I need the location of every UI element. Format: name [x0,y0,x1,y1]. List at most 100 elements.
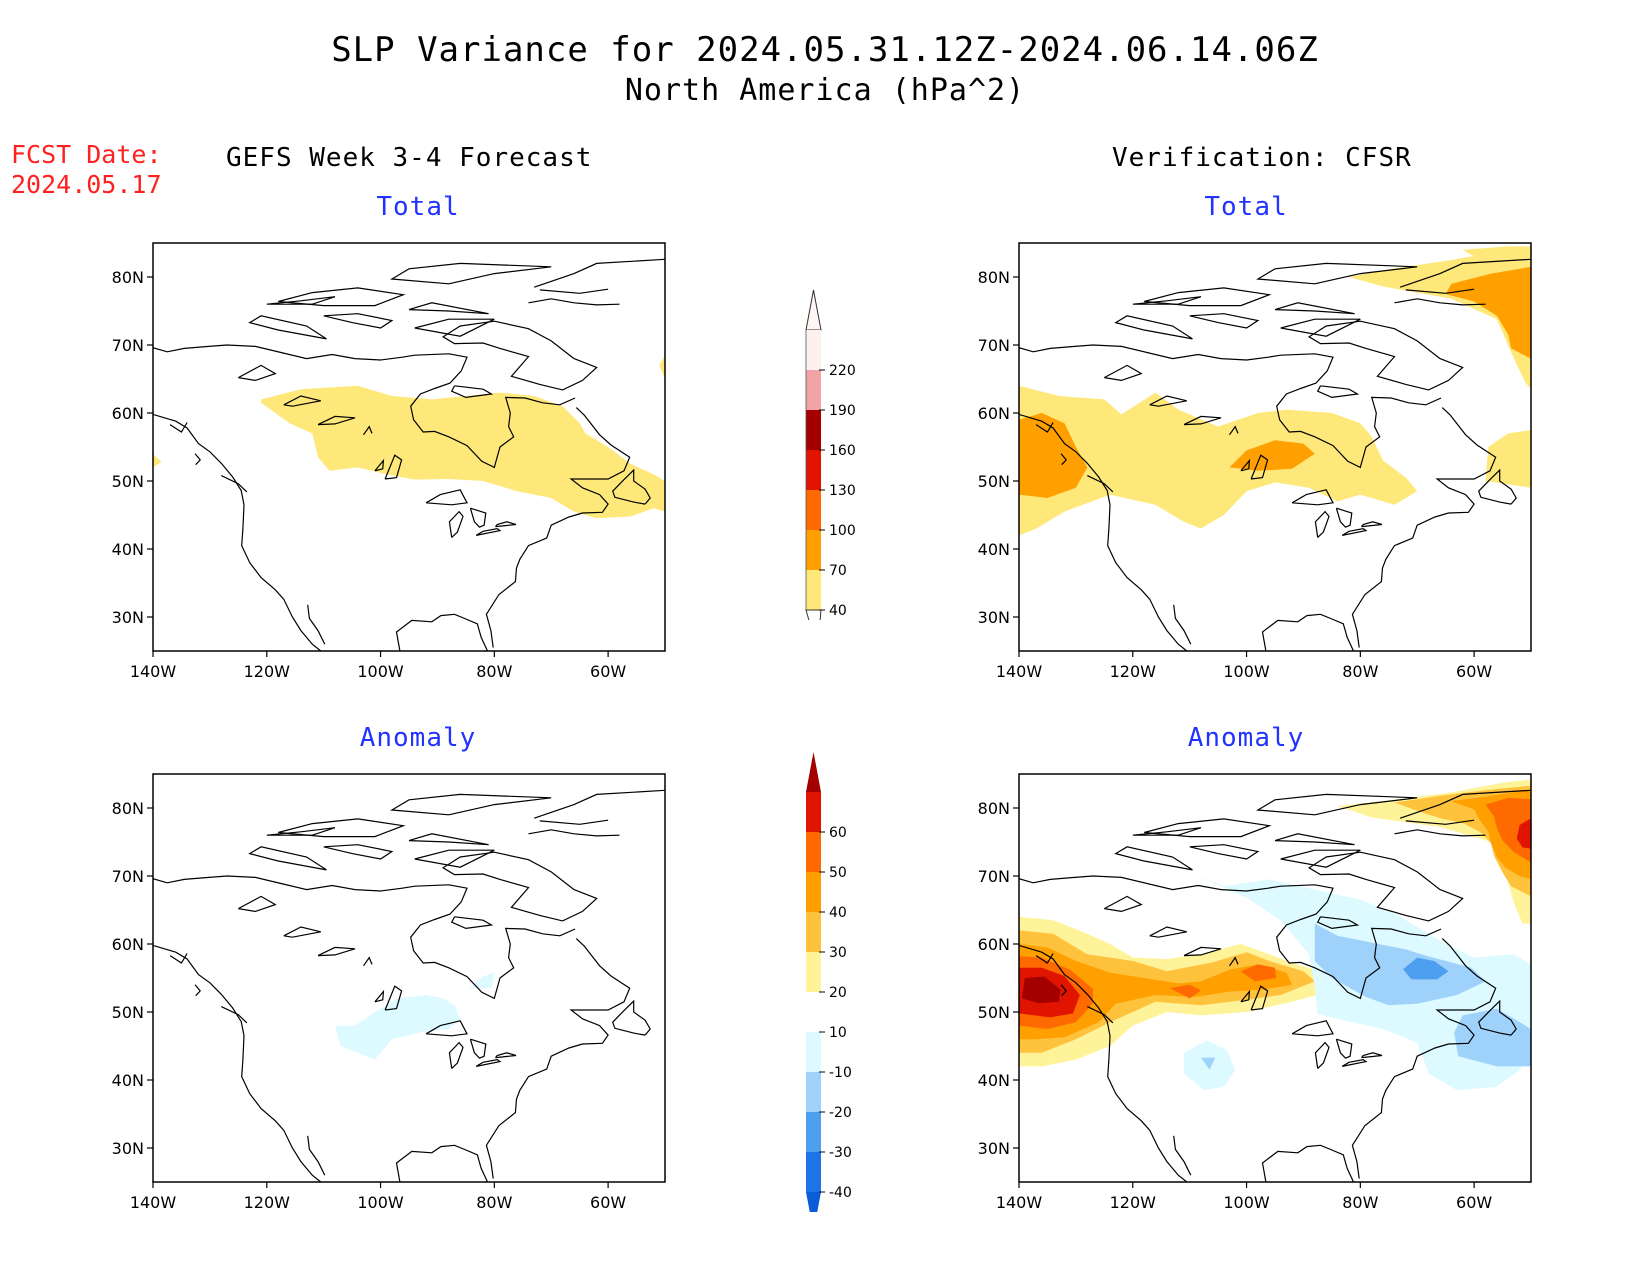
lake-outline [1341,1058,1368,1067]
variance-region [1485,797,1531,863]
coastline [1400,789,1531,819]
coastline [1405,819,1475,825]
coastline [612,468,651,505]
lat-tick-label: 80N [978,268,1010,287]
colorbar-segment [806,570,821,610]
coastline [323,313,394,329]
coastline [408,833,489,846]
lat-tick-label: 50N [112,472,144,491]
lat-tick-label: 70N [112,867,144,886]
variance-region [1454,1008,1531,1067]
lat-tick-label: 40N [112,540,144,559]
colorbar-segment [806,1112,821,1152]
lake-outline [1240,989,1251,1003]
lat-tick-label: 70N [978,336,1010,355]
colorbar-top-triangle [805,289,822,331]
lake-outline [1250,454,1269,480]
lon-tick-label: 140W [996,662,1043,681]
lake-outline [1229,956,1239,967]
lat-tick-label: 40N [978,1071,1010,1090]
colorbar-segment [806,912,821,952]
coastline [1405,288,1475,294]
lake-outline [363,425,373,436]
colorbar-segment [806,530,821,570]
coastline [1132,827,1202,836]
lat-tick-label: 70N [112,336,144,355]
lake-outline [425,1020,468,1037]
coastline [1035,953,1054,964]
lon-tick-label: 120W [244,662,291,681]
coastline [485,407,631,648]
column-title-verification: Verification: CFSR [1112,143,1412,173]
plot-frame [1018,242,1532,652]
lake-outline [317,415,356,426]
lake-outline [1104,364,1143,382]
lake-outline [1250,985,1269,1011]
lake-outline [1229,425,1239,436]
coastline [1261,1144,1355,1182]
coastline [1274,833,1355,846]
colorbar-level-label: 40 [829,905,847,921]
lake-outline [475,527,502,536]
lat-tick-label: 30N [978,608,1010,627]
coastline [221,475,248,493]
lake-outline [475,1058,502,1067]
variance-region [1314,923,1486,1006]
variance-region [1019,413,1088,498]
lat-tick-label: 80N [112,799,144,818]
colorbar-segment [806,872,821,912]
coastline [450,916,494,930]
colorbar-segment [806,992,821,1032]
map-panel-forecast-total: 80N 70N 60N 50N 40N 30N 140W 120W 100W 80W 60W [112,242,666,681]
column-title-forecast: GEFS Week 3-4 Forecast [226,143,593,173]
colorbar-level-label: 50 [829,865,847,881]
coastline [1351,407,1497,648]
colorbar-segment [806,1152,821,1192]
lake-outline [1291,489,1334,506]
variance-region [1240,964,1277,982]
coastline [414,318,495,337]
coastline [485,938,631,1179]
variance-region [1019,385,1418,536]
lon-tick-label: 120W [244,1193,291,1212]
coastline [307,1135,326,1176]
coastline [1394,298,1486,306]
colorbar-segment [806,952,821,992]
coastline [1307,320,1464,391]
coastline [1087,1006,1114,1024]
lon-tick-label: 100W [357,662,404,681]
variance-region [1019,944,1293,1040]
lake-outline [1149,395,1187,407]
lat-tick-label: 40N [112,1071,144,1090]
lake-outline [1291,1020,1334,1037]
coastline [278,287,406,307]
variance-region [261,385,665,519]
coastline [612,999,651,1036]
coastline [534,258,665,288]
coastline [169,422,188,433]
variance-region [1229,440,1315,471]
coastline [395,613,489,651]
coastline [1280,318,1361,337]
lon-tick-label: 100W [1223,662,1270,681]
coastline [539,819,609,825]
coastline [1280,849,1361,868]
lat-tick-label: 80N [112,268,144,287]
variance-region [468,972,495,989]
lon-tick-label: 100W [357,1193,404,1212]
coastline [395,1144,489,1182]
coastline [408,302,489,315]
lon-tick-label: 140W [130,662,177,681]
coastline [389,262,552,285]
colorbar-level-label: -40 [829,1185,852,1201]
lake-outline [1361,1052,1383,1059]
coastline [528,298,620,306]
coastline [1274,302,1355,315]
coastline [1316,916,1360,930]
variance-region [1169,984,1201,999]
coastline [194,453,202,466]
coastline [1132,296,1202,305]
coastline [153,344,576,469]
colorbar-segment [806,832,821,872]
coastline [1087,475,1114,493]
